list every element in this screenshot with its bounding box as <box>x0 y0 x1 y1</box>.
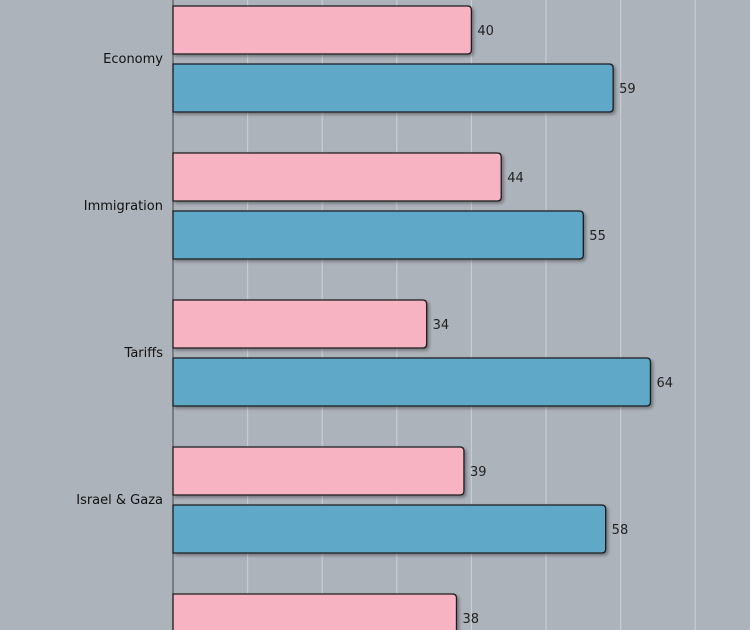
bar-blue <box>172 210 584 260</box>
data-label: 58 <box>612 523 629 538</box>
data-label: 55 <box>589 229 606 244</box>
data-label: 59 <box>619 82 636 97</box>
data-label: 38 <box>462 612 479 627</box>
category-label: Tariffs <box>124 346 164 361</box>
bar-pink <box>172 446 465 496</box>
data-label: 44 <box>507 171 524 186</box>
bar-blue <box>172 357 652 407</box>
category-label: Immigration <box>84 199 163 214</box>
bar-pink <box>172 152 502 202</box>
data-label: 34 <box>433 318 450 333</box>
bar-pink <box>172 299 428 349</box>
bar-pink <box>172 593 458 630</box>
category-label: Economy <box>103 52 163 67</box>
data-label: 39 <box>470 465 487 480</box>
data-label: 64 <box>656 376 673 391</box>
bar-pink <box>172 5 473 55</box>
bar-blue <box>172 504 607 554</box>
data-label: 40 <box>477 24 494 39</box>
bar-blue <box>172 63 614 113</box>
category-label: Israel & Gaza <box>76 493 163 508</box>
